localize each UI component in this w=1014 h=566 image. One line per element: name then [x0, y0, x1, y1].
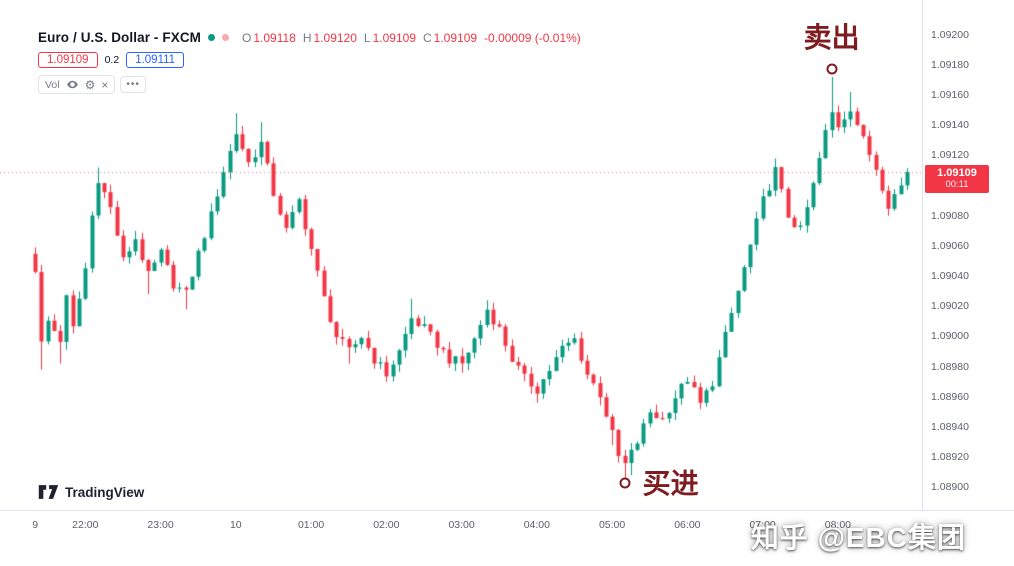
- notification-dot-icon: [222, 34, 230, 41]
- ohlc-values: O 1.09118 H 1.09120 L 1.09109 C 1.09109 …: [242, 31, 581, 45]
- low-label: L: [363, 30, 371, 45]
- time-axis-label: 07:00: [749, 519, 776, 531]
- time-axis-label: 05:00: [598, 519, 626, 531]
- spread-value: 0.2: [104, 54, 120, 66]
- time-axis-label: 10: [229, 519, 242, 531]
- price-axis[interactable]: 1.09109 00:11 1.09200 1.09180 1.09160 1.091…: [922, 0, 1014, 510]
- symbol-title[interactable]: Euro / U.S. Dollar - FXCM: [38, 30, 202, 45]
- time-axis-label: 04:00: [523, 519, 550, 531]
- gear-icon[interactable]: ⚙: [84, 77, 96, 92]
- eye-icon[interactable]: [66, 78, 79, 91]
- price-tick-label: 1.09080: [931, 209, 969, 222]
- low-value: 1.09109: [372, 30, 416, 45]
- candlestick-chart[interactable]: [0, 0, 922, 510]
- high-value: 1.09120: [313, 30, 357, 45]
- time-axis-label: 08:00: [824, 519, 852, 531]
- market-status-dot-icon: [208, 34, 216, 41]
- price-tick-label: 1.08960: [931, 390, 969, 403]
- price-tick-label: 1.09000: [931, 330, 969, 343]
- price-tick-label: 1.09160: [931, 89, 969, 102]
- price-tick-label: 1.09040: [931, 270, 969, 283]
- current-price-value: 1.09109: [937, 167, 977, 179]
- bar-countdown: 00:11: [945, 179, 969, 190]
- close-value: 1.09109: [433, 30, 478, 45]
- price-tick-label: 1.09180: [931, 58, 969, 71]
- open-value: 1.09118: [253, 30, 296, 45]
- time-axis[interactable]: 9 22:00 23:00 10 01:00 02:00 03:00 04:00 05:00 06…: [0, 510, 1014, 566]
- price-tick-label: 1.08900: [931, 481, 969, 494]
- tradingview-logo-icon: [38, 485, 59, 499]
- time-axis-label: 9: [32, 519, 39, 531]
- watermark: 知乎 @EBC集团: [750, 522, 966, 553]
- price-tick-label: 1.08940: [931, 421, 969, 433]
- more-options-button[interactable]: •••: [120, 76, 146, 93]
- chart-area: 买进 卖出 Euro / U.S. Dollar - FXCM O 1.09118…: [0, 0, 922, 510]
- time-axis-label: 06:00: [674, 519, 701, 531]
- price-tick-label: 1.09020: [931, 300, 969, 313]
- price-tick-label: 1.08980: [931, 360, 969, 373]
- price-tick-label: 1.09200: [931, 28, 969, 41]
- change-value: -0.00009 (-0.01%): [484, 30, 581, 45]
- price-tick-label: 1.09120: [931, 149, 969, 162]
- current-price-badge: 1.09109 00:11: [925, 165, 989, 193]
- high-label: H: [302, 30, 312, 45]
- close-label: C: [423, 30, 432, 45]
- price-tick-label: 1.09060: [931, 239, 969, 252]
- price-tick-label: 1.09140: [931, 119, 969, 132]
- sell-bid-button[interactable]: 1.09109: [38, 52, 98, 68]
- close-icon[interactable]: ×: [101, 77, 109, 92]
- time-axis-label: 02:00: [373, 519, 400, 531]
- time-axis-label: 22:00: [72, 519, 99, 531]
- time-axis-label: 01:00: [297, 519, 325, 531]
- tradingview-logo-text: TradingView: [65, 484, 145, 500]
- time-axis-label: 23:00: [147, 519, 174, 531]
- buy-ask-button[interactable]: 1.09111: [126, 52, 185, 68]
- open-label: O: [242, 30, 252, 45]
- chart-legend: Euro / U.S. Dollar - FXCM O 1.09118 H 1.…: [38, 30, 581, 94]
- time-axis-label: 03:00: [448, 519, 475, 531]
- price-tick-label: 1.08920: [931, 451, 969, 464]
- volume-indicator-legend: Vol ⚙ ×: [38, 75, 116, 94]
- tradingview-logo[interactable]: TradingView: [38, 484, 144, 500]
- volume-indicator-label: Vol: [45, 78, 60, 91]
